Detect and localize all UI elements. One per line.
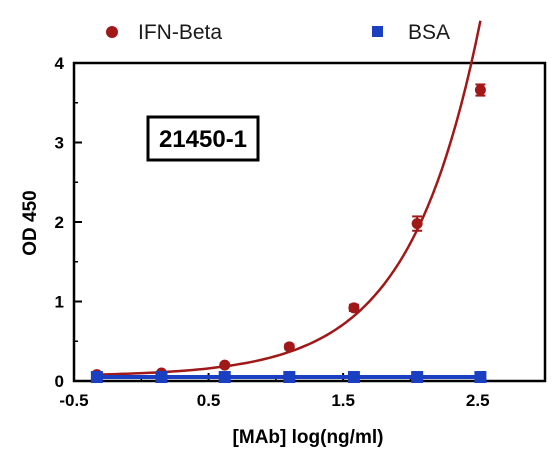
- fit-curves: [96, 20, 482, 379]
- legend-marker-ifn-beta: [106, 26, 118, 38]
- plot-frame: [72, 61, 547, 383]
- x-tick-label: -0.5: [59, 391, 88, 410]
- point-bsa: [155, 371, 168, 384]
- annotation-label: 21450-1: [159, 126, 247, 153]
- point-ifn-beta: [219, 359, 231, 371]
- x-tick-label: 2.5: [466, 391, 490, 410]
- x-tick-label: 1.5: [331, 391, 355, 410]
- y-tick-label: 4: [55, 54, 65, 73]
- x-axis-title: [MAb] log(ng/ml): [233, 427, 384, 448]
- point-bsa: [90, 371, 103, 384]
- legend-label-bsa: BSA: [408, 21, 450, 44]
- axes: 0 1 2 3 4 -0.5 0.5 1.5 2.5: [55, 54, 547, 410]
- data-points: [90, 83, 487, 384]
- point-bsa: [218, 371, 231, 384]
- point-bsa: [347, 371, 360, 384]
- y-tick-label: 0: [55, 372, 64, 391]
- annotation-box: 21450-1: [146, 115, 260, 162]
- fit-curve-ifn-beta: [96, 20, 482, 376]
- legend: IFN-Beta BSA: [106, 21, 450, 44]
- y-tick-label: 2: [55, 213, 64, 232]
- legend-marker-bsa: [372, 26, 383, 37]
- point-bsa: [474, 371, 487, 384]
- legend-label-ifn-beta: IFN-Beta: [138, 21, 222, 44]
- point-ifn-beta: [348, 302, 360, 314]
- y-tick-label: 1: [55, 293, 64, 312]
- point-bsa: [411, 371, 424, 384]
- point-ifn-beta: [411, 218, 423, 230]
- point-ifn-beta: [474, 84, 486, 96]
- y-tick-label: 3: [55, 134, 64, 153]
- x-tick-label: 0.5: [197, 391, 221, 410]
- point-ifn-beta: [283, 341, 295, 353]
- point-bsa: [283, 371, 296, 384]
- y-axis-title: OD 450: [20, 190, 41, 255]
